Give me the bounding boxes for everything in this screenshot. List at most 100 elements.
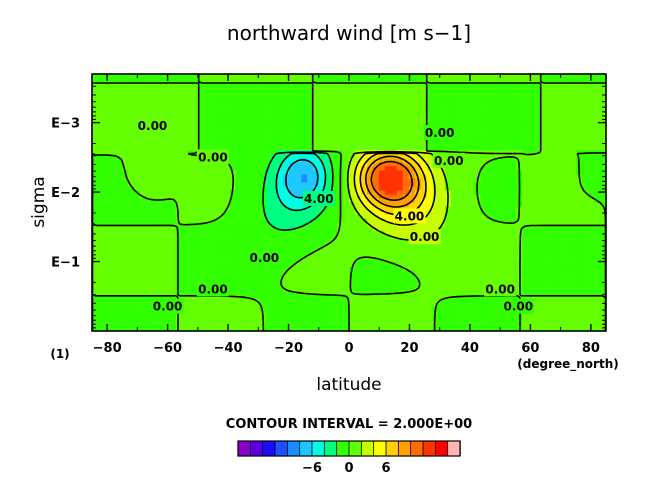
field-cell (528, 242, 535, 248)
field-cell (199, 126, 206, 131)
field-cell (223, 94, 230, 99)
field-cell (319, 90, 326, 95)
field-cell (420, 246, 428, 252)
field-cell (414, 250, 422, 256)
field-cell (564, 226, 571, 232)
field-cell (558, 246, 565, 252)
field-cell (582, 198, 589, 203)
field-cell (576, 78, 583, 83)
field-cell (576, 138, 583, 143)
field-cell (193, 178, 200, 183)
field-cell (241, 170, 248, 175)
field-cell (145, 154, 153, 159)
field-cell (181, 262, 189, 268)
field-cell (522, 106, 529, 111)
field-cell (199, 74, 206, 79)
field-cell (343, 246, 350, 252)
field-cell (97, 166, 105, 171)
field-cell (277, 158, 284, 163)
field-cell (360, 134, 368, 139)
field-cell (265, 278, 272, 284)
field-cell (378, 210, 386, 215)
field-cell (360, 174, 368, 179)
field-cell (570, 118, 577, 123)
field-cell (217, 78, 224, 83)
field-cell (462, 278, 469, 284)
field-cell (558, 290, 565, 296)
field-cell (313, 110, 320, 115)
field-cell (564, 154, 571, 159)
field-cell (474, 202, 481, 207)
field-cell (325, 290, 332, 296)
field-cell (307, 218, 314, 223)
field-cell (181, 150, 189, 155)
field-cell (127, 234, 135, 240)
field-cell (151, 154, 159, 159)
field-cell (331, 254, 338, 260)
field-cell (331, 146, 338, 151)
field-cell (271, 266, 278, 272)
field-cell (193, 298, 200, 304)
field-cell (235, 114, 242, 119)
field-cell (366, 178, 374, 183)
field-cell (241, 74, 248, 79)
field-cell (390, 102, 398, 107)
field-cell (558, 234, 565, 240)
field-cell (92, 170, 99, 175)
field-cell (277, 134, 284, 139)
field-cell (289, 274, 296, 280)
field-cell (438, 78, 446, 83)
field-cell (534, 182, 541, 187)
field-cell (121, 162, 129, 167)
field-cell (354, 98, 362, 103)
field-cell (510, 126, 517, 131)
field-cell (211, 298, 218, 304)
field-cell (522, 110, 529, 115)
field-cell (564, 218, 571, 223)
field-cell (349, 258, 356, 264)
field-cell (145, 82, 153, 87)
field-cell (474, 250, 481, 256)
field-cell (540, 170, 547, 175)
field-cell (92, 282, 99, 288)
field-cell (540, 214, 547, 219)
field-cell (504, 214, 511, 219)
field-cell (420, 182, 428, 187)
field-cell (175, 250, 183, 256)
field-cell (217, 234, 224, 240)
field-cell (295, 154, 302, 159)
field-cell (594, 170, 601, 175)
field-cell (331, 294, 338, 300)
field-cell (289, 74, 296, 79)
field-cell (139, 258, 147, 264)
field-cell (103, 106, 111, 111)
field-cell (92, 250, 99, 256)
field-cell (420, 294, 428, 300)
field-cell (265, 74, 272, 79)
field-cell (313, 170, 320, 175)
field-cell (325, 78, 332, 83)
field-cell (253, 278, 260, 284)
field-cell (199, 98, 206, 103)
field-cell (492, 258, 499, 264)
field-cell (372, 146, 380, 151)
field-cell (594, 162, 601, 167)
field-cell (534, 190, 541, 195)
field-cell (480, 110, 487, 115)
field-cell (360, 262, 368, 268)
field-cell (265, 122, 272, 127)
field-cell (492, 226, 499, 232)
field-cell (319, 110, 326, 115)
field-cell (552, 278, 559, 284)
field-cell (480, 170, 487, 175)
field-cell (390, 274, 398, 280)
field-cell (187, 262, 195, 268)
field-cell (151, 142, 159, 147)
field-cell (319, 258, 326, 264)
field-cell (349, 74, 356, 79)
field-cell (390, 226, 398, 232)
field-cell (576, 202, 583, 207)
field-cell (438, 210, 446, 215)
field-cell (271, 202, 278, 207)
field-cell (331, 94, 338, 99)
